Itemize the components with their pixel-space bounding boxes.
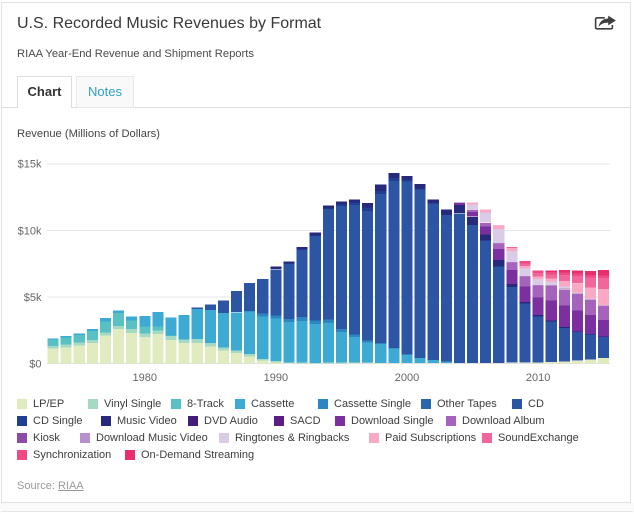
svg-text:2000: 2000 bbox=[395, 372, 419, 384]
svg-text:$5k: $5k bbox=[24, 292, 42, 304]
svg-text:2010: 2010 bbox=[526, 372, 550, 384]
svg-text:1990: 1990 bbox=[264, 372, 288, 384]
svg-text:$10k: $10k bbox=[18, 225, 42, 237]
svg-text:$15k: $15k bbox=[18, 159, 42, 171]
svg-text:$0: $0 bbox=[29, 359, 41, 371]
svg-text:1980: 1980 bbox=[133, 372, 157, 384]
